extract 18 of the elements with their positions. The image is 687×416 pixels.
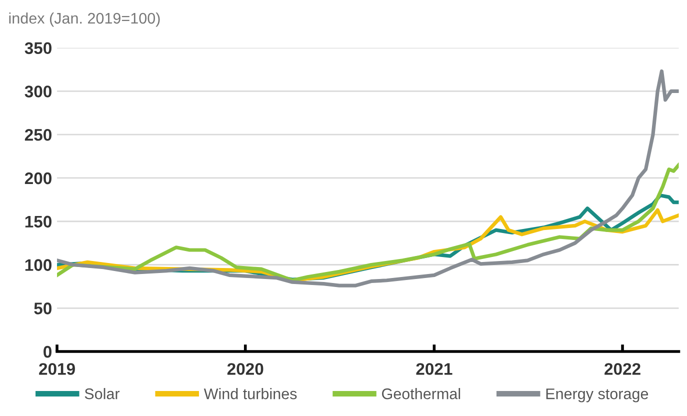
legend-label: Wind turbines xyxy=(204,388,297,400)
y-tick-label: 0 xyxy=(44,346,52,358)
x-tick-label: 2022 xyxy=(604,363,640,375)
y-tick-label: 100 xyxy=(25,259,52,271)
legend-label: Solar xyxy=(84,388,120,400)
x-tick-label: 2019 xyxy=(39,363,75,375)
x-tick-label: 2021 xyxy=(416,363,452,375)
y-tick-label: 150 xyxy=(25,216,52,228)
legend-label: Geothermal xyxy=(382,388,460,400)
x-tick-label: 2020 xyxy=(227,363,264,375)
line-series xyxy=(57,69,679,288)
y-tick-label: 250 xyxy=(24,129,52,141)
y-tick-label: 50 xyxy=(34,302,52,314)
legend-label: Energy storage xyxy=(546,388,648,402)
y-tick-label: 200 xyxy=(24,172,52,184)
y-tick-label: 300 xyxy=(24,86,52,98)
y-tick-label: 350 xyxy=(24,42,52,54)
y-axis-title: index (Jan. 2019=100) xyxy=(9,12,160,27)
